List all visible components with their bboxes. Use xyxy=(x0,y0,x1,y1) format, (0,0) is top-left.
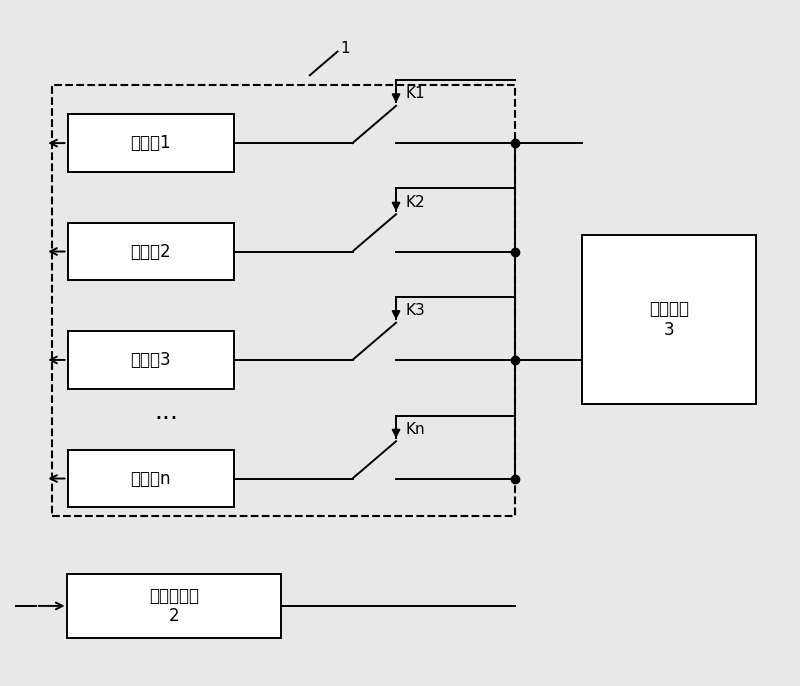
Bar xyxy=(67,223,234,281)
Text: 电池组2: 电池组2 xyxy=(130,243,171,261)
Text: Kn: Kn xyxy=(406,422,425,436)
Bar xyxy=(67,115,234,172)
Text: 电池管理器
2: 电池管理器 2 xyxy=(150,587,199,626)
Bar xyxy=(67,331,234,389)
Text: ···: ··· xyxy=(154,407,178,431)
Bar xyxy=(67,573,282,638)
Bar xyxy=(67,450,234,508)
Text: K3: K3 xyxy=(406,303,426,318)
Text: K2: K2 xyxy=(406,195,425,209)
Bar xyxy=(582,235,756,404)
Text: 电池组3: 电池组3 xyxy=(130,351,171,369)
Bar xyxy=(52,86,514,516)
Text: 1: 1 xyxy=(341,40,350,56)
Text: 电池组1: 电池组1 xyxy=(130,134,171,152)
Text: K1: K1 xyxy=(406,86,425,101)
Text: 电池组n: 电池组n xyxy=(130,469,171,488)
Text: 电源模块
3: 电源模块 3 xyxy=(649,300,689,339)
